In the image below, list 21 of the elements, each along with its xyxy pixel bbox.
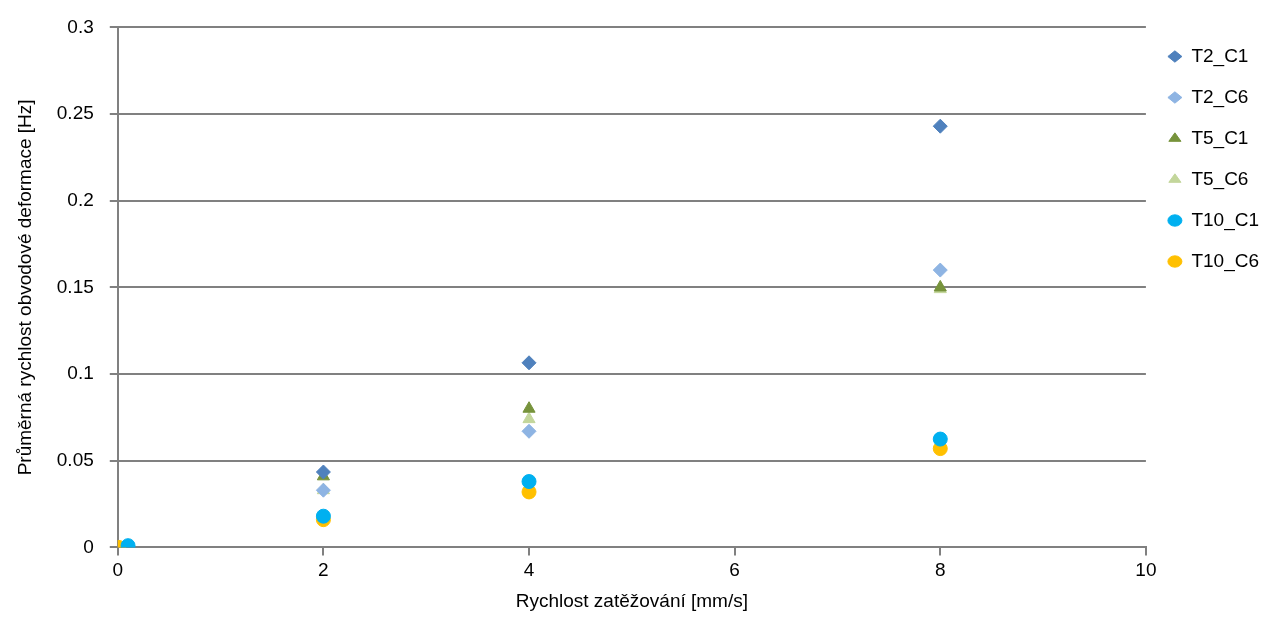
x-tick-label: 6 [729, 559, 740, 581]
legend-label: T10_C1 [1191, 208, 1260, 231]
y-tick-label: 0.15 [56, 275, 94, 297]
y-tick-label: 0.05 [56, 448, 94, 470]
y-tick-label: 0.3 [67, 15, 94, 37]
y-tick-label: 0.25 [56, 102, 94, 124]
x-axis-title: Rychlost zatěžování [mm/s] [515, 589, 748, 611]
y-tick-label: 0.2 [67, 188, 94, 210]
x-tick-label: 8 [934, 559, 946, 581]
legend-label: T10_C6 [1191, 249, 1260, 272]
x-tick-label: 10 [1135, 559, 1157, 581]
legend-label: T5_C6 [1191, 167, 1249, 190]
x-tick-label: 2 [318, 559, 329, 581]
legend-label: T2_C1 [1191, 44, 1249, 67]
y-tick-label: 0 [83, 535, 94, 557]
legend-label: T2_C6 [1191, 85, 1249, 108]
y-axis-title: Průměrná rychlost obvodové deformace [Hz] [13, 99, 35, 476]
x-tick-label: 4 [523, 559, 535, 581]
y-tick-label: 0.1 [67, 362, 94, 384]
legend-label: T5_C1 [1191, 126, 1249, 149]
x-tick-label: 0 [112, 559, 124, 581]
